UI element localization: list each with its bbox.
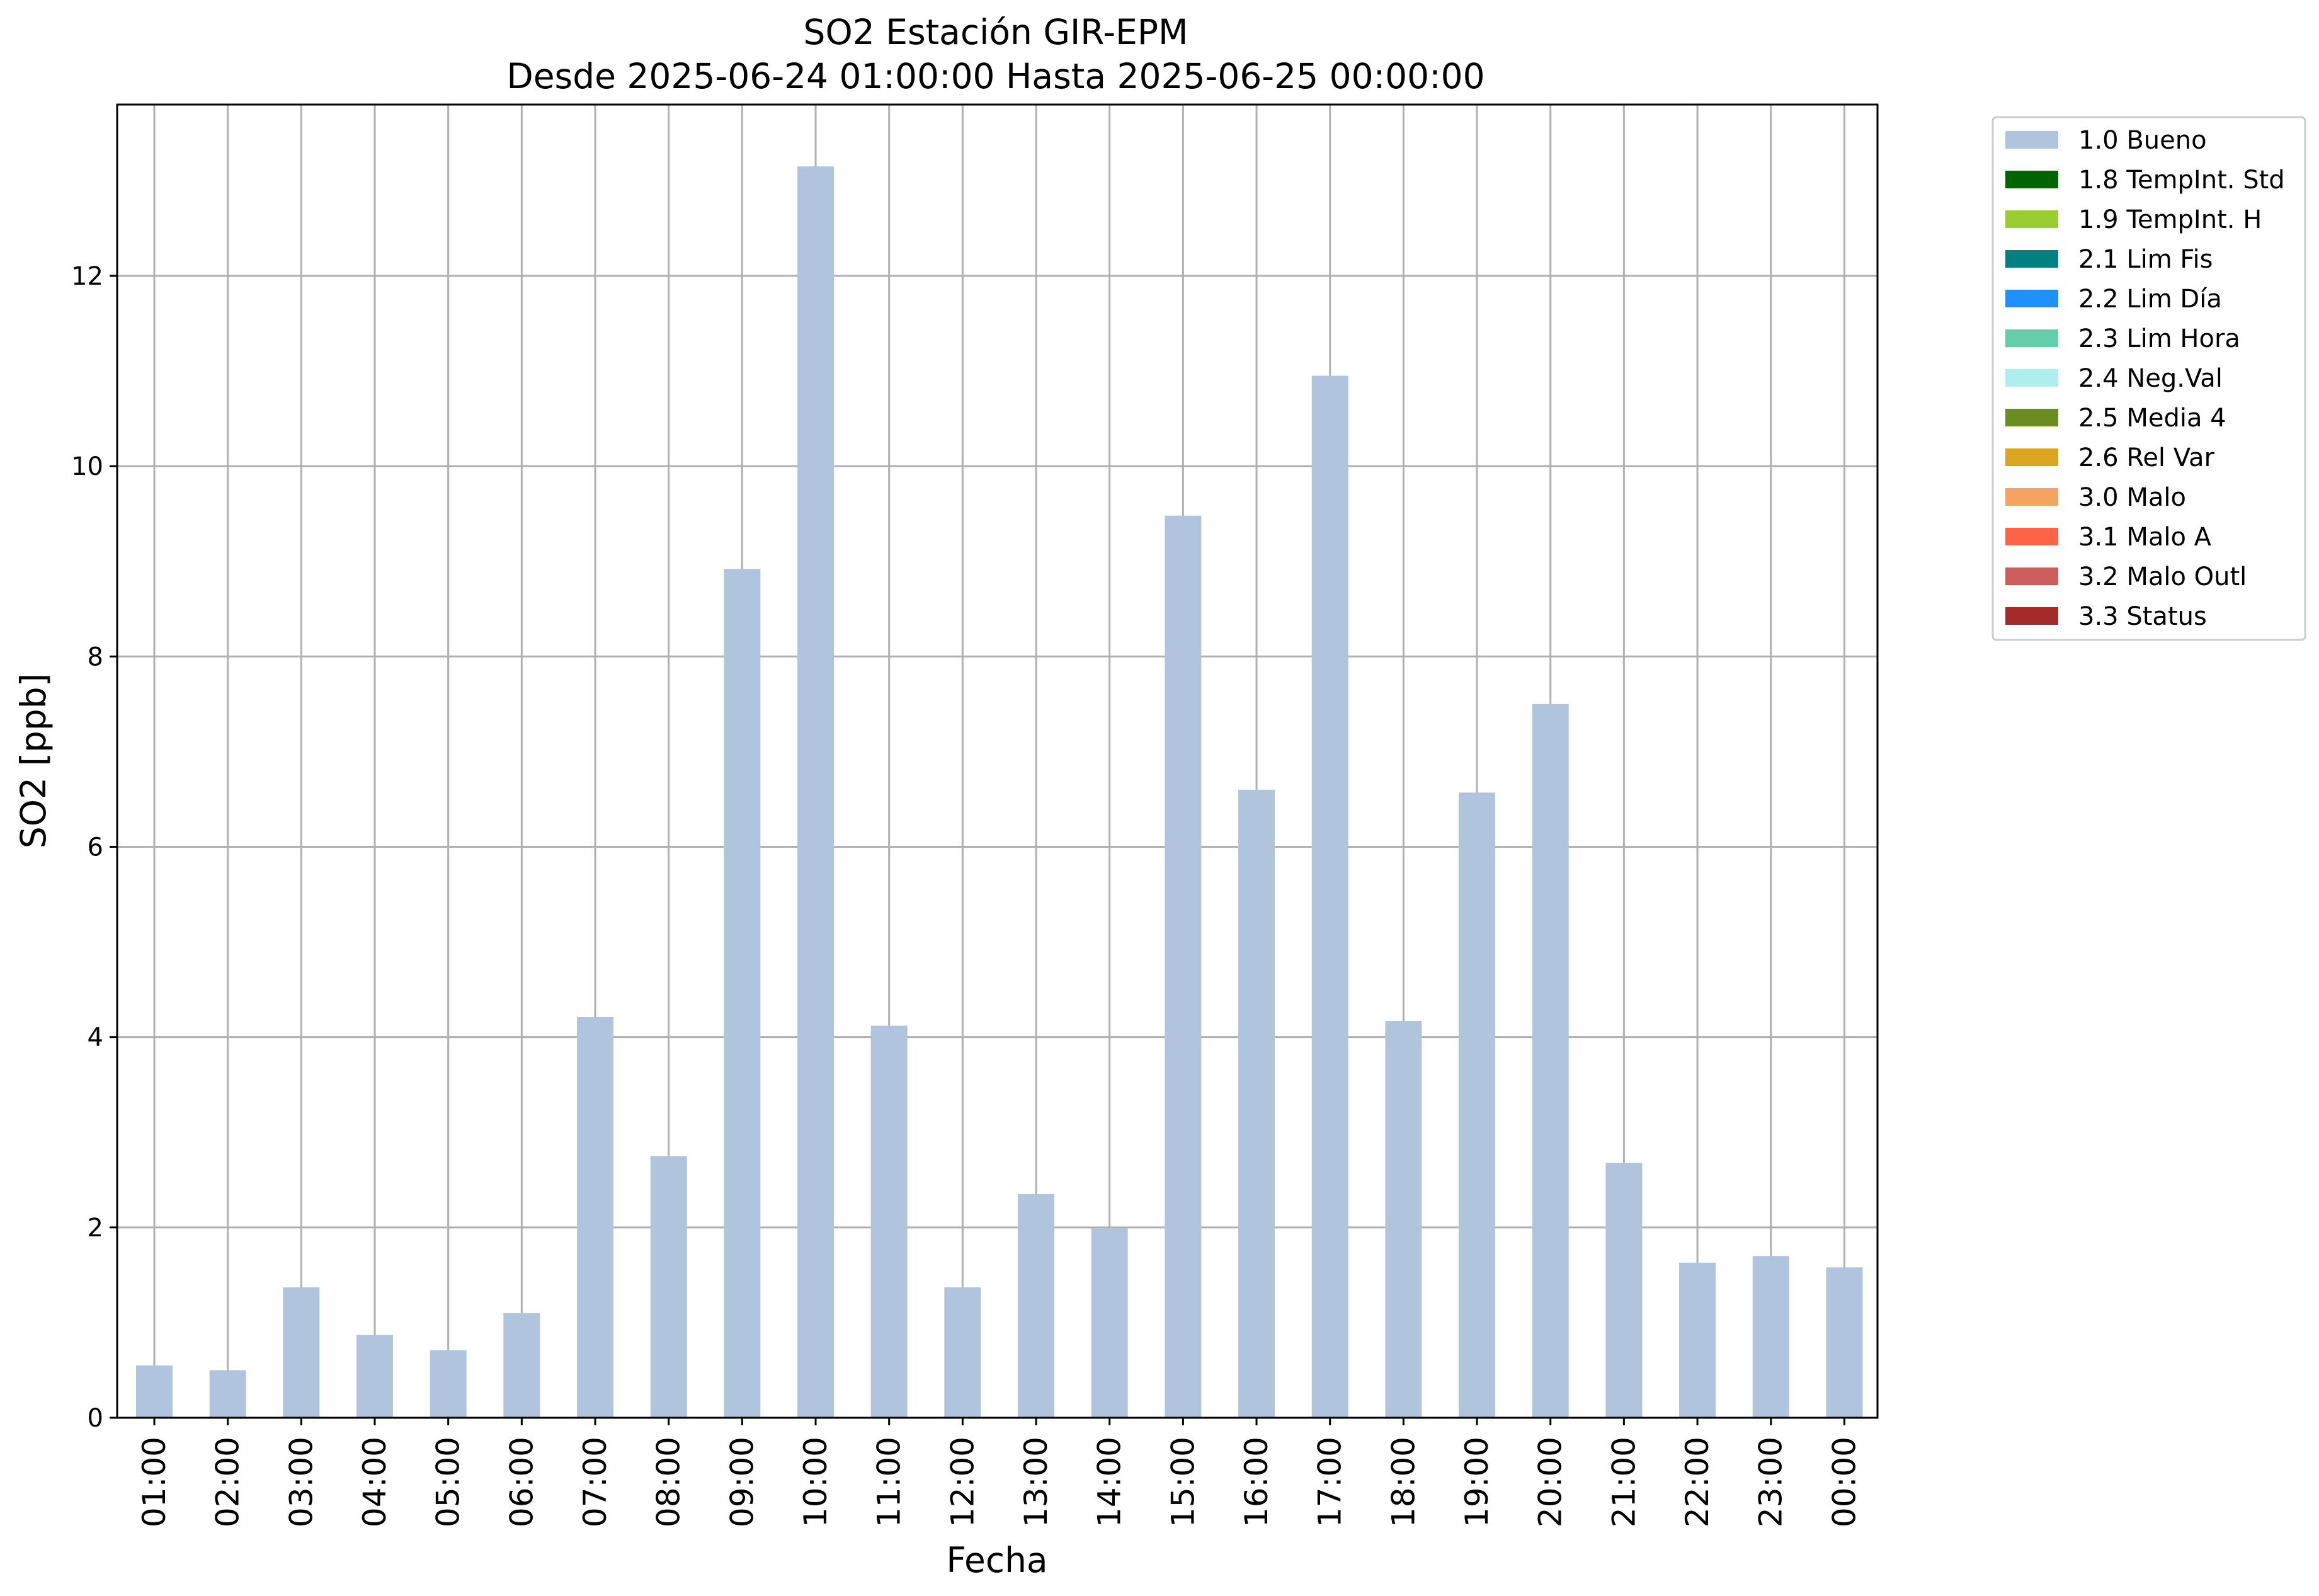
bar-0800 [650, 1156, 687, 1418]
bar-2200 [1679, 1262, 1716, 1418]
x-tick-label: 20:00 [1532, 1437, 1569, 1527]
chart-title: SO2 Estación GIR-EPM [804, 12, 1188, 52]
legend-swatch-2-1-lim-fis [2005, 250, 2058, 268]
x-tick-label: 08:00 [651, 1437, 687, 1527]
x-tick-label: 04:00 [356, 1437, 393, 1527]
legend-label-1-9-tempint-h: 1.9 TempInt. H [2078, 205, 2262, 234]
legend-label-2-6-rel-var: 2.6 Rel Var [2078, 443, 2215, 472]
x-tick-label: 16:00 [1238, 1437, 1275, 1527]
bar-0200 [209, 1370, 246, 1418]
legend-label-2-4-neg-val: 2.4 Neg.Val [2078, 364, 2223, 393]
bar-1600 [1238, 789, 1275, 1418]
bar-1400 [1091, 1228, 1128, 1418]
x-tick-label: 02:00 [210, 1437, 246, 1527]
bar-1900 [1459, 792, 1496, 1418]
bar-1800 [1385, 1020, 1422, 1418]
y-tick-label: 6 [88, 833, 103, 862]
bar-0700 [577, 1017, 614, 1418]
x-tick-label: 18:00 [1385, 1437, 1422, 1527]
x-tick-label: 15:00 [1165, 1437, 1201, 1527]
y-tick-label: 8 [88, 642, 103, 671]
bar-1700 [1311, 375, 1348, 1418]
chart-subtitle: Desde 2025-06-24 01:00:00 Hasta 2025-06-… [506, 56, 1484, 96]
x-tick-label: 12:00 [944, 1437, 981, 1527]
bar-2000 [1532, 704, 1569, 1418]
x-tick-label: 14:00 [1091, 1437, 1128, 1527]
bar-2300 [1752, 1256, 1789, 1418]
x-tick-label: 19:00 [1459, 1437, 1495, 1527]
bar-1100 [870, 1025, 908, 1418]
legend-label-1-0-bueno: 1.0 Bueno [2078, 126, 2207, 155]
x-axis-label: Fecha [946, 1540, 1047, 1580]
legend-swatch-2-3-lim-hora [2005, 329, 2058, 347]
x-tick-label: 13:00 [1018, 1437, 1054, 1527]
x-tick-label: 05:00 [430, 1437, 467, 1527]
x-tick-label: 10:00 [797, 1437, 834, 1527]
bar-0100 [136, 1365, 173, 1418]
x-tick-label: 17:00 [1312, 1437, 1348, 1527]
x-tick-label: 11:00 [871, 1437, 908, 1527]
legend-swatch-3-2-malo-outl [2005, 567, 2058, 585]
x-tick-label: 00:00 [1826, 1437, 1862, 1527]
x-tick-label: 06:00 [503, 1437, 540, 1527]
legend-swatch-3-0-malo [2005, 488, 2058, 506]
y-tick-label: 12 [71, 262, 103, 291]
bar-0500 [430, 1350, 467, 1418]
y-tick-label: 10 [71, 452, 103, 481]
legend-label-2-2-lim-d-a: 2.2 Lim Día [2078, 285, 2222, 314]
legend-swatch-3-3-status [2005, 607, 2058, 625]
legend-label-3-2-malo-outl: 3.2 Malo Outl [2078, 562, 2247, 591]
y-axis-label: SO2 [ppb] [13, 673, 54, 848]
bar-2100 [1605, 1163, 1643, 1418]
x-tick-label: 03:00 [283, 1437, 319, 1527]
legend-swatch-2-6-rel-var [2005, 448, 2058, 466]
bar-0300 [283, 1287, 320, 1418]
legend-label-3-1-malo-a: 3.1 Malo A [2078, 523, 2212, 552]
bar-0900 [724, 569, 761, 1418]
y-tick-label: 4 [88, 1023, 103, 1052]
bar-1200 [944, 1287, 981, 1418]
bar-0000 [1826, 1267, 1863, 1418]
bar-1300 [1018, 1194, 1055, 1418]
legend-swatch-2-4-neg-val [2005, 369, 2058, 387]
legend-label-3-3-status: 3.3 Status [2078, 602, 2207, 631]
legend-label-1-8-tempint-std: 1.8 TempInt. Std [2078, 166, 2285, 195]
legend-swatch-2-2-lim-d-a [2005, 290, 2058, 307]
x-axis-ticks: 01:00 02:00 03:00 04:00 05:00 06:00 07:00 08:00… [136, 1418, 1862, 1527]
y-tick-label: 2 [88, 1214, 103, 1243]
legend-swatch-1-9-tempint-h [2005, 210, 2058, 228]
legend-swatch-3-1-malo-a [2005, 528, 2058, 545]
legend-label-2-5-media-4: 2.5 Media 4 [2078, 404, 2226, 433]
x-tick-label: 23:00 [1753, 1437, 1789, 1527]
x-tick-label: 01:00 [136, 1437, 173, 1527]
y-tick-label: 0 [88, 1404, 103, 1433]
plot-frame [116, 103, 1879, 1419]
y-axis-ticks: 0 2 4 6 8 10 12 [71, 262, 117, 1433]
x-tick-label: 09:00 [724, 1437, 760, 1527]
x-tick-label: 07:00 [577, 1437, 613, 1527]
legend-label-2-1-lim-fis: 2.1 Lim Fis [2078, 245, 2213, 274]
bar-1500 [1165, 515, 1202, 1418]
legend-frame [1991, 116, 2306, 641]
legend: 1.0 Bueno 1.8 TempInt. Std 1.9 TempInt. H 2… [1991, 116, 2306, 641]
legend-label-2-3-lim-hora: 2.3 Lim Hora [2078, 324, 2240, 353]
legend-swatch-1-8-tempint-std [2005, 171, 2058, 188]
x-tick-label: 22:00 [1679, 1437, 1716, 1527]
bar-1000 [797, 166, 835, 1418]
bar-series-1-0-bueno [136, 166, 1863, 1418]
legend-label-3-0-malo: 3.0 Malo [2078, 483, 2186, 512]
legend-swatch-1-0-bueno [2005, 131, 2058, 149]
bar-0600 [503, 1313, 540, 1418]
x-tick-label: 21:00 [1605, 1437, 1642, 1527]
bar-0400 [356, 1335, 394, 1418]
legend-swatch-2-5-media-4 [2005, 409, 2058, 426]
